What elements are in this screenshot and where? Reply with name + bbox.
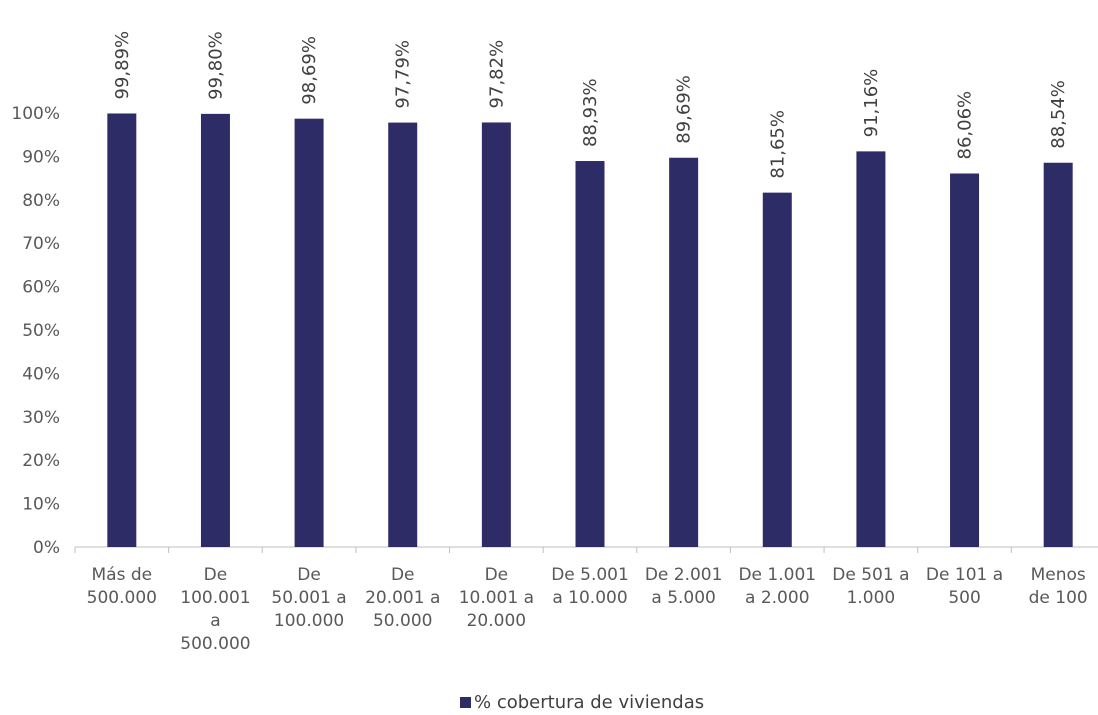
bar <box>388 122 418 547</box>
data-label: 88,54% <box>1048 80 1069 149</box>
x-tick-label: de 100 <box>1029 588 1088 608</box>
x-tick-label: 100.001 <box>180 588 250 608</box>
y-tick-label: 40% <box>22 364 60 384</box>
data-label: 81,65% <box>767 110 788 179</box>
x-tick-label: 20.001 a <box>365 588 440 608</box>
bar <box>575 161 605 547</box>
bar <box>107 113 137 547</box>
x-tick-label: 10.001 a <box>459 588 534 608</box>
y-tick-label: 30% <box>22 408 60 428</box>
y-tick-label: 0% <box>33 538 60 558</box>
x-tick-label: De 2.001 <box>645 565 723 585</box>
x-tick-label: 20.000 <box>467 611 526 631</box>
y-tick-label: 10% <box>22 495 60 515</box>
bar <box>200 113 230 548</box>
data-label: 89,69% <box>674 75 695 144</box>
x-tick-label: De <box>391 565 415 585</box>
x-tick-label: 50.000 <box>373 611 432 631</box>
x-tick-label: De <box>297 565 321 585</box>
data-label: 88,93% <box>580 78 601 147</box>
x-tick-label: 500 <box>948 588 980 608</box>
x-tick-label: De <box>204 565 228 585</box>
bar <box>669 157 699 547</box>
y-tick-label: 100% <box>11 104 60 124</box>
x-tick-label: a 10.000 <box>552 588 627 608</box>
x-tick-label: De <box>485 565 509 585</box>
x-tick-label: 500.000 <box>87 588 157 608</box>
data-label: 86,06% <box>955 91 976 160</box>
x-tick-label: Más de <box>92 565 153 585</box>
data-label: 99,80% <box>205 31 226 100</box>
x-tick-label: Menos <box>1031 565 1086 585</box>
y-tick-label: 60% <box>22 278 60 298</box>
x-tick-label: a 5.000 <box>651 588 716 608</box>
bar <box>950 173 980 547</box>
x-tick-label: a <box>210 611 220 631</box>
bar <box>481 122 511 548</box>
x-tick-label: De 1.001 <box>738 565 816 585</box>
data-label: 98,69% <box>299 36 320 105</box>
y-tick-label: 80% <box>22 191 60 211</box>
x-tick-label: 50.001 a <box>271 588 346 608</box>
bar <box>762 192 792 547</box>
bar <box>294 118 324 548</box>
data-label: 99,89% <box>112 31 133 100</box>
legend-swatch <box>460 697 471 708</box>
x-tick-label: 500.000 <box>180 634 250 654</box>
y-tick-label: 20% <box>22 451 60 471</box>
bar <box>856 151 886 547</box>
y-tick-label: 70% <box>22 234 60 254</box>
x-tick-label: 1.000 <box>847 588 896 608</box>
y-tick-label: 90% <box>22 147 60 167</box>
x-tick-label: De 5.001 <box>551 565 629 585</box>
x-tick-label: a 2.000 <box>745 588 810 608</box>
data-label: 91,16% <box>861 69 882 138</box>
data-label: 97,82% <box>486 40 507 109</box>
legend-label: % cobertura de viviendas <box>474 692 704 713</box>
x-tick-label: De 101 a <box>926 565 1003 585</box>
bar <box>1043 162 1073 548</box>
x-tick-label: De 501 a <box>832 565 909 585</box>
data-label: 97,79% <box>393 40 414 109</box>
y-tick-label: 50% <box>22 321 60 341</box>
x-tick-label: 100.000 <box>274 611 344 631</box>
